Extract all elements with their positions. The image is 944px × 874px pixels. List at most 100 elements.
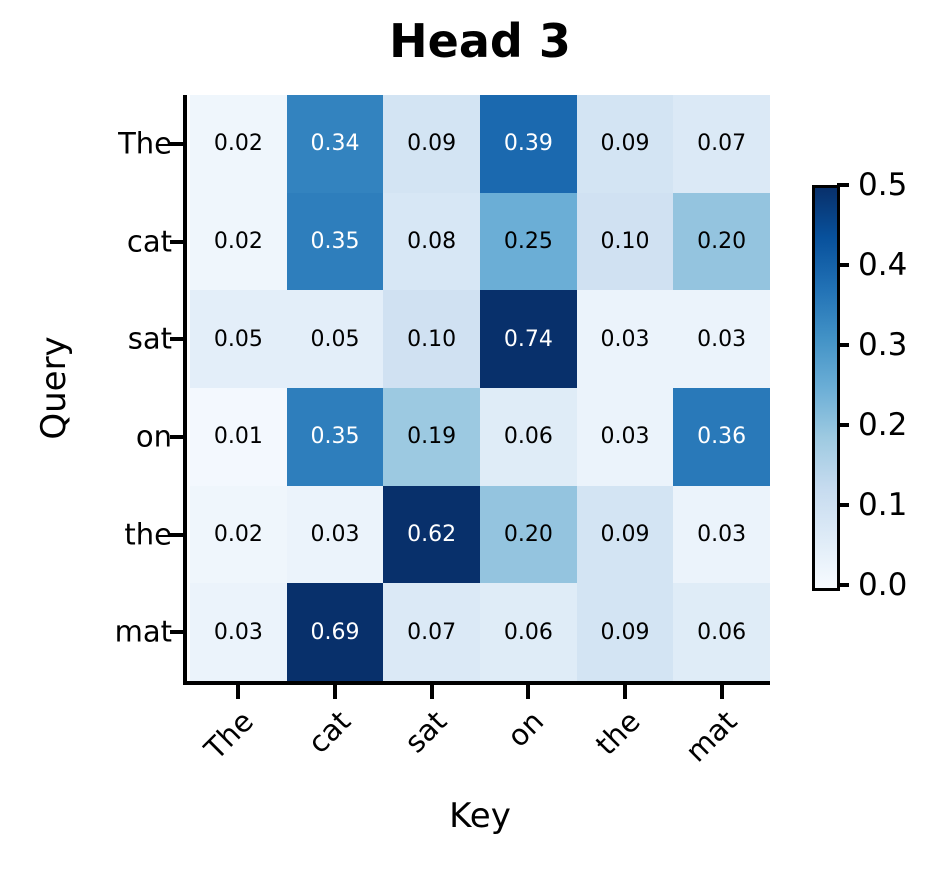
cell-value: 0.05 (310, 326, 360, 352)
x-tick-mark (333, 685, 337, 699)
cell-value: 0.20 (503, 521, 553, 547)
colorbar-tick-label: 0.4 (858, 247, 908, 283)
cell-value: 0.01 (213, 424, 263, 450)
x-tick-label: cat (301, 704, 358, 760)
cell-value: 0.35 (310, 228, 360, 254)
heatmap-grid: 0.02 0.34 0.09 0.39 0.09 0.07 0.02 0.35 0.08 0.25… (190, 95, 770, 681)
y-axis-spine (183, 95, 187, 685)
heatmap-cell: 0.39 (479, 95, 577, 193)
cell-value: 0.03 (310, 521, 360, 547)
cell-value: 0.05 (213, 326, 263, 352)
y-axis-label: Query (34, 336, 74, 440)
heatmap-cell: 0.05 (286, 290, 384, 388)
x-axis-label: Key (449, 796, 511, 836)
cell-value: 0.69 (310, 619, 360, 645)
heatmap-cell: 0.36 (673, 387, 770, 486)
heatmap-cell: 0.20 (479, 485, 577, 584)
x-tick-label: mat (679, 704, 744, 769)
cell-value: 0.39 (503, 131, 553, 157)
heatmap-cell: 0.06 (479, 583, 577, 681)
heatmap-cell: 0.10 (383, 290, 480, 388)
y-tick-mark (170, 239, 184, 244)
colorbar-tick-label: 0.5 (858, 167, 908, 203)
colorbar-tick-label: 0.1 (858, 487, 908, 523)
y-tick-mark (170, 434, 184, 439)
cell-value: 0.25 (503, 228, 553, 254)
x-tick-label: The (198, 704, 261, 767)
cell-value: 0.09 (600, 521, 650, 547)
cell-value: 0.03 (600, 326, 650, 352)
cell-value: 0.02 (213, 228, 263, 254)
cell-value: 0.03 (697, 326, 747, 352)
cell-value: 0.03 (213, 619, 263, 645)
colorbar-tick-label: 0.0 (858, 567, 908, 603)
x-tick-mark (719, 685, 724, 699)
cell-value: 0.74 (503, 326, 553, 352)
heatmap-cell: 0.02 (190, 485, 287, 584)
heatmap-cell: 0.08 (383, 192, 480, 291)
heatmap-cell: 0.74 (479, 290, 577, 388)
cell-value: 0.62 (407, 521, 457, 547)
colorbar-gradient (812, 185, 840, 591)
heatmap-cell: 0.20 (673, 192, 770, 291)
cell-value: 0.03 (697, 521, 747, 547)
heatmap-cell: 0.07 (383, 583, 480, 681)
cell-value: 0.19 (407, 424, 457, 450)
heatmap-cell: 0.25 (479, 192, 577, 291)
cell-value: 0.02 (213, 521, 263, 547)
heatmap-cell: 0.34 (286, 95, 384, 193)
cell-value: 0.09 (600, 131, 650, 157)
cell-value: 0.07 (697, 131, 747, 157)
heatmap-cell: 0.09 (383, 95, 480, 193)
x-tick-mark (526, 685, 531, 699)
y-tick-label: cat (126, 223, 172, 258)
heatmap-cell: 0.09 (576, 485, 674, 584)
heatmap-cell: 0.03 (673, 485, 770, 584)
heatmap-cell: 0.03 (673, 290, 770, 388)
x-tick-mark (429, 685, 434, 699)
heatmap-cell: 0.69 (286, 583, 384, 681)
cell-value: 0.08 (407, 228, 457, 254)
cell-value: 0.35 (310, 424, 360, 450)
cell-value: 0.06 (503, 424, 553, 450)
x-tick-label: on (500, 704, 551, 754)
heatmap-cell: 0.06 (479, 387, 577, 486)
chart-title: Head 3 (389, 14, 571, 68)
colorbar-tick-mark (837, 183, 849, 187)
colorbar-tick-mark (837, 583, 849, 587)
colorbar-tick-mark (837, 423, 849, 427)
heatmap-cell: 0.35 (286, 387, 384, 486)
heatmap-cell: 0.03 (286, 485, 384, 584)
colorbar-tick-label: 0.2 (858, 407, 908, 443)
cell-value: 0.10 (407, 326, 457, 352)
cell-value: 0.10 (600, 228, 650, 254)
colorbar-tick-mark (837, 503, 849, 507)
heatmap-cell: 0.02 (190, 192, 287, 291)
cell-value: 0.07 (407, 619, 457, 645)
heatmap-cell: 0.06 (673, 583, 770, 681)
heatmap-cell: 0.02 (190, 95, 287, 193)
heatmap-cell: 0.05 (190, 290, 287, 388)
x-axis-spine (183, 681, 770, 685)
colorbar-tick-mark (837, 263, 849, 267)
heatmap-cell: 0.03 (576, 387, 674, 486)
x-tick-mark (236, 685, 241, 699)
x-tick-mark (623, 685, 627, 699)
heatmap-cell: 0.07 (673, 95, 770, 193)
y-tick-mark (170, 532, 184, 537)
x-tick-label: sat (398, 704, 454, 760)
y-tick-label: on (135, 419, 172, 454)
y-tick-label: the (124, 516, 172, 551)
x-tick-label: the (589, 704, 648, 762)
heatmap-cell: 0.01 (190, 387, 287, 486)
heatmap-cell: 0.03 (190, 583, 287, 681)
cell-value: 0.20 (697, 228, 747, 254)
heatmap-cell: 0.09 (576, 95, 674, 193)
cell-value: 0.09 (600, 619, 650, 645)
y-tick-label: The (118, 126, 172, 161)
cell-value: 0.36 (697, 424, 747, 450)
cell-value: 0.34 (310, 131, 360, 157)
cell-value: 0.06 (503, 619, 553, 645)
y-tick-label: mat (114, 614, 172, 649)
y-tick-mark (170, 141, 184, 146)
